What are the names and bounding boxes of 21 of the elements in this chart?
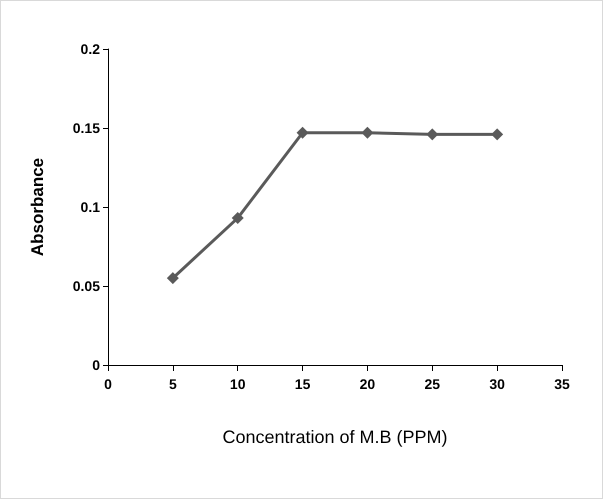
x-tick-label: 15 <box>294 376 311 392</box>
y-tick-label: 0.1 <box>80 199 100 215</box>
x-tick-label: 35 <box>554 376 570 392</box>
x-tick-label: 0 <box>104 376 112 392</box>
point <box>296 126 309 139</box>
point <box>361 126 374 139</box>
point <box>232 212 244 224</box>
x-tick-label: 5 <box>168 376 177 392</box>
x-tick-label: 25 <box>424 376 440 392</box>
y-tick-label: 0 <box>92 357 100 373</box>
y-tick-label: 0.2 <box>80 41 100 57</box>
y-tick-label: 0.15 <box>72 120 100 136</box>
point <box>426 128 438 140</box>
x-axis-title: Concentration of M.B (PPM) <box>222 427 448 447</box>
x-tick-label: 10 <box>230 376 246 392</box>
x-tick-label: 20 <box>360 376 376 392</box>
y-tick-label: 0.05 <box>72 278 100 294</box>
point <box>166 272 179 284</box>
y-axis-title: Absorbance <box>28 158 47 256</box>
point <box>491 128 504 140</box>
x-tick-label: 30 <box>489 376 506 392</box>
